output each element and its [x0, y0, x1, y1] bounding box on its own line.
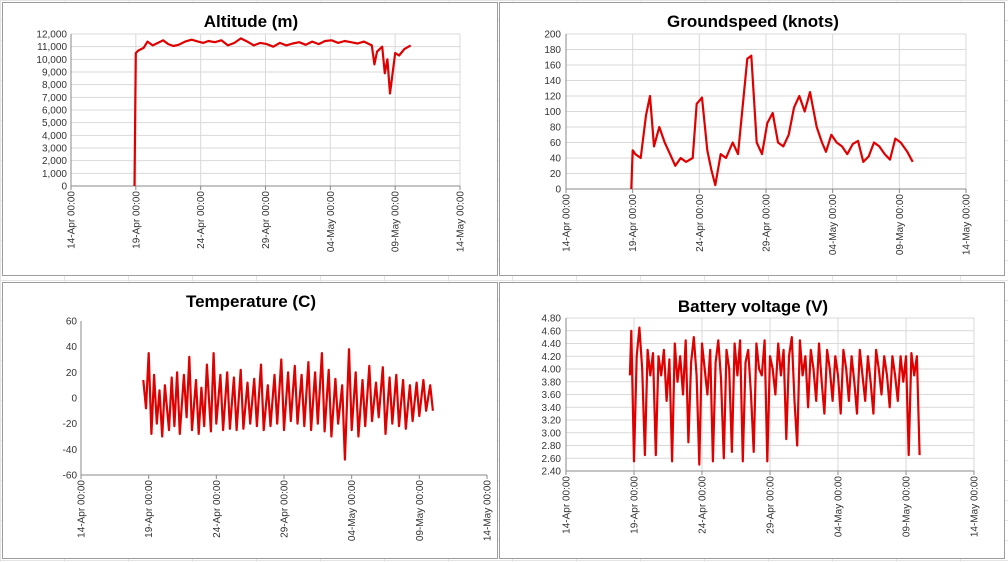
x-tick-label: 09-May 00:00 — [902, 476, 913, 538]
x-tick-label: 19-Apr 00:00 — [630, 476, 641, 534]
battery-voltage-chart-svg: Battery voltage (V) 2.40 2.60 2.80 3.003.20 3… — [542, 297, 981, 538]
y-tick-label: 60 — [66, 317, 78, 328]
x-tick-label: 14-May 00:00 — [483, 480, 494, 542]
y-tick-label: 140 — [544, 76, 561, 87]
x-tick-label: 14-Apr 00:00 — [77, 480, 88, 538]
y-tick-label: 5,000 — [42, 118, 67, 129]
x-tick-label: 14-May 00:00 — [970, 476, 981, 538]
y-tick-label: 3.00 — [542, 428, 562, 439]
temperature-chart[interactable]: Temperature (C) -60 -40 -20 0 20 40 60 14-Apr 00… — [2, 282, 498, 559]
x-tick-label: 04-May 00:00 — [326, 191, 337, 253]
y-tick-label: 20 — [66, 368, 78, 379]
x-tick-label: 29-Apr 00:00 — [280, 480, 291, 538]
x-tick-label: 19-Apr 00:00 — [628, 194, 639, 252]
y-tick-label: 40 — [550, 154, 562, 165]
x-tick-label: 04-May 00:00 — [347, 480, 358, 542]
groundspeed-chart[interactable]: Groundspeed (knots) 0 20 40 60 80 100 120 140 160… — [499, 2, 1005, 276]
x-tick-label: 29-Apr 00:00 — [762, 194, 773, 252]
y-tick-label: 10,000 — [36, 55, 67, 66]
y-tick-label: 2,000 — [42, 156, 67, 167]
altitude-chart[interactable]: Altitude (m) 0 1,000 2,000 3,000 4,000 5,000 6,… — [2, 2, 498, 276]
x-tick-label: 29-Apr 00:00 — [261, 191, 272, 249]
y-tick-label: 0 — [61, 182, 67, 193]
x-tick-label: 14-May 00:00 — [456, 191, 467, 253]
y-tick-label: 3.80 — [542, 377, 562, 388]
y-tick-label: 3.20 — [542, 416, 562, 427]
y-tick-label: 2.40 — [542, 467, 562, 478]
y-tick-label: 120 — [544, 92, 561, 103]
y-tick-label: 0 — [71, 394, 77, 405]
series-line — [630, 54, 914, 190]
y-tick-label: 20 — [550, 169, 562, 180]
x-tick-label: 24-Apr 00:00 — [698, 476, 709, 534]
y-tick-label: 200 — [544, 30, 561, 41]
y-tick-label: 2.80 — [542, 441, 562, 452]
x-tick-label: 19-Apr 00:00 — [144, 480, 155, 538]
y-tick-label: 2.60 — [542, 454, 562, 465]
series-line — [133, 37, 412, 187]
y-tick-label: 9,000 — [42, 68, 67, 79]
x-tick-label: 09-May 00:00 — [415, 480, 426, 542]
x-tick-label: 24-Apr 00:00 — [695, 194, 706, 252]
series-line — [628, 326, 921, 466]
chart-title: Altitude (m) — [204, 12, 298, 31]
temperature-chart-svg: Temperature (C) -60 -40 -20 0 20 40 60 14-Apr 00… — [63, 292, 494, 542]
y-tick-label: -60 — [63, 471, 78, 482]
x-tick-label: 14-Apr 00:00 — [562, 194, 573, 252]
x-tick-label: 04-May 00:00 — [828, 194, 839, 256]
y-tick-label: 100 — [544, 107, 561, 118]
x-tick-label: 19-Apr 00:00 — [131, 191, 142, 249]
x-tick-label: 09-May 00:00 — [391, 191, 402, 253]
y-tick-label: 6,000 — [42, 106, 67, 117]
y-tick-label: 1,000 — [42, 169, 67, 180]
y-tick-label: 4,000 — [42, 131, 67, 142]
chart-title: Battery voltage (V) — [678, 297, 828, 316]
series-line — [142, 348, 434, 461]
x-tick-label: 14-Apr 00:00 — [562, 476, 573, 534]
y-tick-label: 4.40 — [542, 339, 562, 350]
x-tick-label: 04-May 00:00 — [834, 476, 845, 538]
y-tick-label: 3,000 — [42, 144, 67, 155]
y-tick-label: 3.40 — [542, 403, 562, 414]
y-tick-label: 7,000 — [42, 93, 67, 104]
y-tick-label: 3.60 — [542, 390, 562, 401]
y-tick-label: 4.80 — [542, 314, 562, 325]
y-tick-label: 4.20 — [542, 352, 562, 363]
y-tick-label: -20 — [63, 419, 78, 430]
battery-voltage-chart[interactable]: Battery voltage (V) 2.40 2.60 2.80 3.00 3.20 3… — [499, 282, 1005, 559]
chart-title: Groundspeed (knots) — [667, 12, 839, 31]
x-tick-label: 29-Apr 00:00 — [766, 476, 777, 534]
x-tick-label: 14-May 00:00 — [962, 194, 973, 256]
x-tick-label: 09-May 00:00 — [895, 194, 906, 256]
y-tick-label: -40 — [63, 445, 78, 456]
y-tick-label: 160 — [544, 61, 561, 72]
y-tick-label: 80 — [550, 123, 562, 134]
y-tick-label: 4.00 — [542, 365, 562, 376]
y-tick-label: 8,000 — [42, 80, 67, 91]
y-tick-label: 60 — [550, 138, 562, 149]
groundspeed-chart-svg: Groundspeed (knots) 0 20 40 60 80 100 120 140 160… — [544, 12, 973, 256]
x-tick-label: 14-Apr 00:00 — [67, 191, 78, 249]
y-tick-label: 180 — [544, 45, 561, 56]
y-tick-label: 11,000 — [37, 42, 67, 53]
y-tick-label: 4.60 — [542, 326, 562, 337]
chart-title: Temperature (C) — [186, 292, 316, 311]
x-tick-label: 24-Apr 00:00 — [196, 191, 207, 249]
y-tick-label: 12,000 — [36, 30, 67, 41]
y-tick-label: 0 — [555, 185, 561, 196]
x-tick-label: 24-Apr 00:00 — [212, 480, 223, 538]
y-tick-label: 40 — [66, 342, 78, 353]
